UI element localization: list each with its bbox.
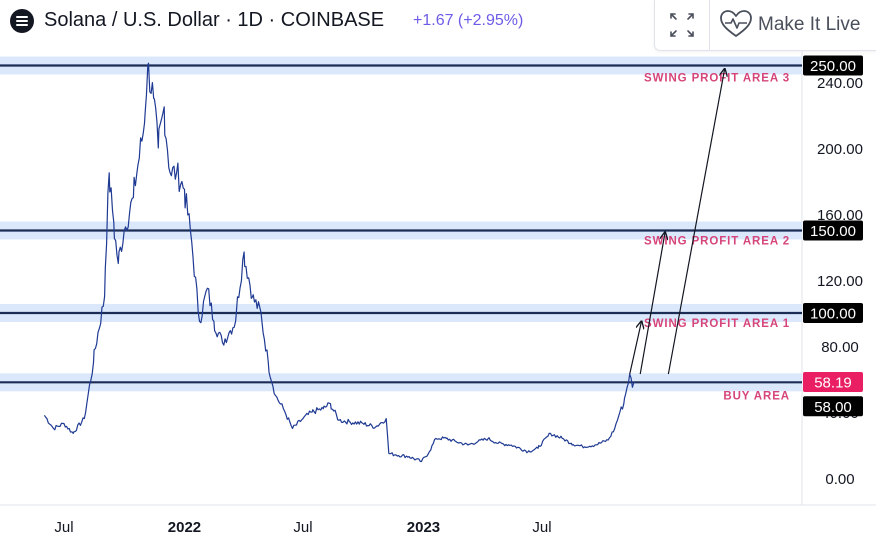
zone-label-3: BUY AREA xyxy=(723,390,790,402)
x-tick-label: 2022 xyxy=(168,519,201,536)
level-value-tag-1: 150.00 xyxy=(810,223,856,240)
zone-label-0: SWING PROFIT AREA 3 xyxy=(644,73,790,85)
solana-logo-icon xyxy=(10,9,34,33)
y-tick-label: 0.00 xyxy=(825,471,854,488)
projection-arrow-3[interactable] xyxy=(667,69,724,375)
level-value-tag-3-bg xyxy=(803,396,863,417)
zone-label-1: SWING PROFIT AREA 2 xyxy=(644,236,790,248)
y-tick-label: 120.00 xyxy=(817,273,863,290)
projection-arrow-2[interactable] xyxy=(639,232,665,375)
x-tick-label: 2023 xyxy=(407,519,440,536)
symbol-title: Solana / U.S. Dollar · 1D · COINBASE xyxy=(44,9,385,31)
price-change: +1.67 (+2.95%) xyxy=(413,12,524,29)
level-value-tag-2-bg xyxy=(803,303,863,323)
x-tick-label: Jul xyxy=(54,519,73,536)
y-tick-label: 200.00 xyxy=(817,141,863,158)
chart-header: Solana / U.S. Dollar · 1D · COINBASE +1.… xyxy=(0,0,876,48)
level-value-tag-0: 250.00 xyxy=(810,58,856,75)
make-it-live-label: Make It Live xyxy=(758,14,861,35)
x-tick-label: Jul xyxy=(293,519,312,536)
level-value-tag-0-bg xyxy=(803,55,863,76)
x-tick-label: Jul xyxy=(532,519,551,536)
y-tick-label: 240.00 xyxy=(817,75,863,92)
y-tick-label: 80.00 xyxy=(821,339,859,356)
price-series-line[interactable] xyxy=(43,62,636,463)
level-value-tag-2: 100.00 xyxy=(810,306,856,323)
current-price-tag: 58.19 xyxy=(814,374,852,391)
projection-arrow-1[interactable] xyxy=(629,321,642,375)
fullscreen-icon xyxy=(670,13,694,37)
chart-toolbox: Make It Live xyxy=(654,0,876,51)
zone-label-2: SWING PROFIT AREA 1 xyxy=(644,318,790,330)
level-value-tag-1-bg xyxy=(803,220,863,241)
y-tick-label: 160.00 xyxy=(817,207,863,224)
current-price-tag-bg xyxy=(803,371,863,392)
fullscreen-button[interactable] xyxy=(655,0,710,50)
make-it-live-button[interactable]: Make It Live xyxy=(710,0,876,50)
level-value-tag-3: 58.00 xyxy=(814,399,852,416)
heart-pulse-icon xyxy=(720,10,752,37)
